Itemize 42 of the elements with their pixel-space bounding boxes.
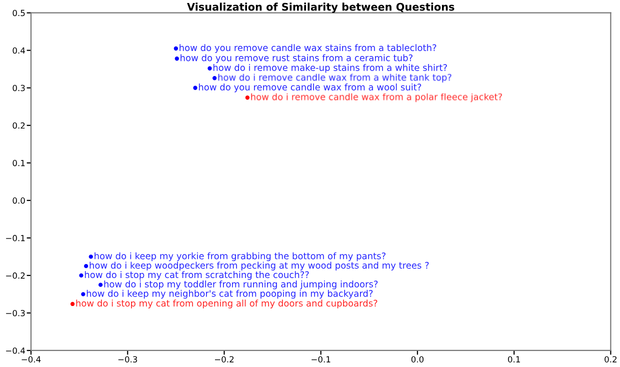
annotation: how do i stop my cat from scratching the couch?? — [84, 271, 309, 280]
y-tick-label: −0.1 — [6, 234, 25, 242]
point — [98, 282, 103, 287]
point — [88, 254, 93, 259]
y-tick-label: 0.5 — [12, 10, 25, 16]
annotation: how do you remove rust stains from a ceramic tub? — [180, 54, 412, 63]
annotation: how do i remove candle wax from a white tank top? — [218, 74, 452, 82]
point — [174, 56, 179, 61]
y-tick-label: 0.0 — [12, 197, 25, 204]
point — [208, 66, 212, 70]
y-tick-label: −0.2 — [6, 272, 25, 279]
x-tick-label: 0.1 — [508, 356, 520, 362]
point — [70, 302, 75, 306]
x-tick-label: −0.1 — [312, 356, 330, 362]
point — [81, 292, 86, 296]
x-tick-label: 0.2 — [604, 356, 616, 362]
y-tick-label: 0.1 — [12, 160, 25, 166]
x-tick-label: 0.0 — [411, 356, 424, 362]
y-tick-label: 0.4 — [12, 47, 25, 54]
y-tick-label: −0.3 — [6, 310, 25, 316]
point — [84, 264, 88, 268]
annotation: how do i stop my cat from opening all of my doors and cupboards? — [76, 300, 378, 308]
y-tick-label: 0.3 — [12, 84, 25, 92]
point — [174, 46, 178, 51]
y-tick-label: 0.2 — [12, 122, 25, 129]
x-tick-label: −0.4 — [22, 356, 41, 362]
y-tick-label: −0.4 — [6, 347, 25, 354]
point — [79, 273, 84, 278]
annotation: how do i remove candle wax from a polar fleece jacket? — [251, 93, 502, 102]
annotation: how do i remove make-up stains from a white shirt? — [213, 64, 447, 73]
annotation: how do i keep my yorkie from grabbing the bottom of my pants? — [94, 252, 386, 262]
x-tick-label: −0.2 — [215, 356, 234, 362]
annotation: how do i keep woodpeckers from pecking at my wood posts and my trees ? — [90, 262, 429, 270]
annotation: how do you remove candle wax stains from a tablecloth? — [180, 44, 436, 53]
point — [245, 96, 250, 100]
point — [212, 76, 217, 80]
chart-title: Visualization of Similarity between Questions — [187, 2, 454, 13]
point — [193, 86, 198, 90]
annotation: how do i stop my toddler from running and jumping indoors? — [104, 280, 378, 290]
annotation: how do i keep my neighbor's cat from pooping in my backyard? — [86, 290, 373, 299]
annotation: how do you remove candle wax from a wool suit? — [198, 84, 422, 92]
x-tick-label: −0.3 — [118, 356, 138, 362]
